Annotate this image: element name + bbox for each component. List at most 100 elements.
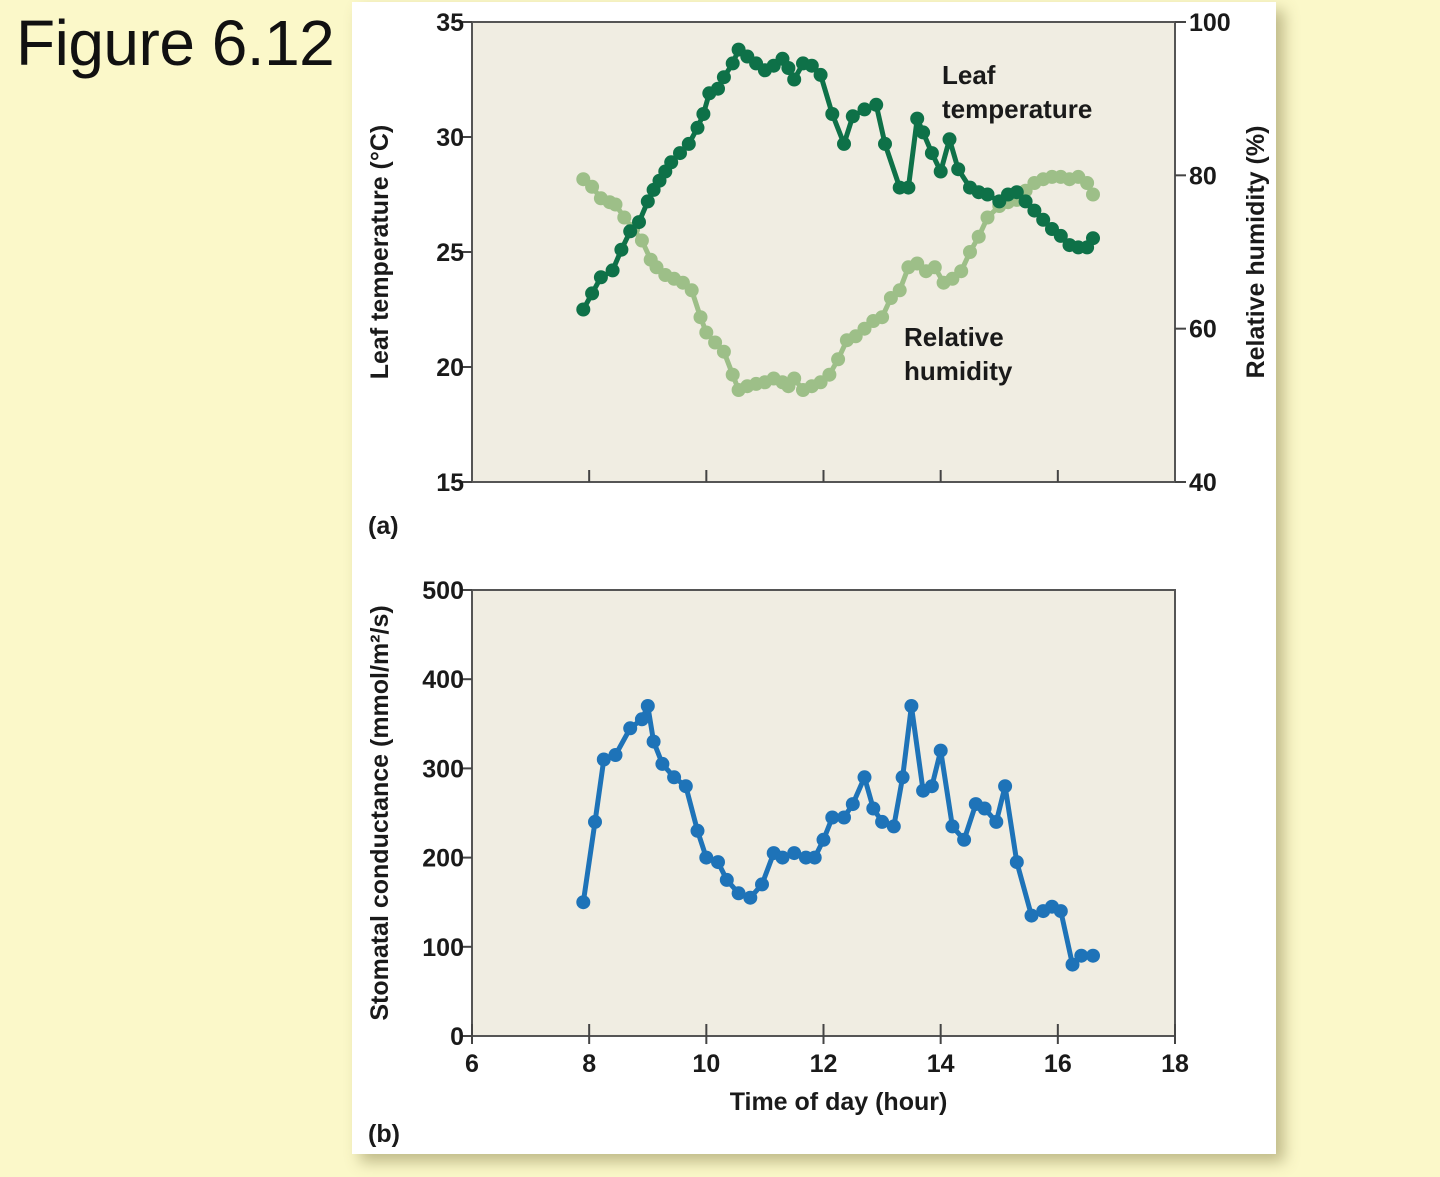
data-point-1-0-35 bbox=[933, 743, 948, 758]
data-point-0-1-42 bbox=[927, 260, 942, 275]
data-point-0-1-59 bbox=[1080, 176, 1095, 190]
data-point-0-1-14 bbox=[693, 310, 708, 325]
data-point-1-0-47 bbox=[1065, 957, 1080, 972]
y2-tick-label-0-0: 40 bbox=[1189, 469, 1217, 497]
y2-tick-label-0-3: 100 bbox=[1189, 9, 1231, 37]
slide-title: Figure 6.12 bbox=[16, 7, 335, 79]
series-label-0-1: temperature bbox=[942, 94, 1092, 124]
data-point-0-0-59 bbox=[1086, 231, 1100, 246]
data-point-1-0-41 bbox=[998, 779, 1013, 794]
data-point-1-0-6 bbox=[640, 699, 655, 713]
y-tick-label-1-2: 200 bbox=[422, 845, 464, 873]
plot-area-0 bbox=[471, 21, 1176, 483]
data-point-0-0-17 bbox=[711, 81, 725, 96]
data-point-1-0-43 bbox=[1024, 908, 1039, 923]
data-point-0-0-41 bbox=[924, 146, 939, 161]
data-point-0-0-42 bbox=[933, 164, 948, 179]
data-point-0-1-15 bbox=[699, 325, 714, 340]
data-point-1-0-3 bbox=[608, 748, 623, 762]
data-point-1-0-46 bbox=[1053, 904, 1068, 919]
data-point-1-0-0 bbox=[576, 895, 591, 910]
series-label-1-1: humidity bbox=[904, 356, 1013, 386]
data-point-0-0-47 bbox=[980, 187, 995, 202]
data-point-1-0-27 bbox=[857, 770, 872, 785]
data-point-1-0-24 bbox=[825, 810, 840, 825]
data-point-0-1-45 bbox=[954, 264, 969, 279]
data-point-0-1-17 bbox=[716, 344, 731, 359]
data-point-1-0-10 bbox=[678, 779, 693, 794]
data-point-0-0-13 bbox=[681, 136, 696, 151]
data-point-0-1-7 bbox=[634, 233, 649, 248]
series-0-0 bbox=[576, 42, 1100, 317]
y-tick-label-1-3: 300 bbox=[422, 755, 464, 783]
data-point-0-0-6 bbox=[632, 215, 646, 230]
data-point-0-0-39 bbox=[910, 111, 925, 126]
data-point-0-0-7 bbox=[640, 194, 655, 209]
data-point-0-1-13 bbox=[684, 283, 699, 298]
data-point-0-1-1 bbox=[585, 179, 600, 194]
figure-panel: 15 20 25 30 35 40 60 80 100 Leaf temperature (°C)… bbox=[352, 2, 1276, 1154]
y2-tick-label-0-2: 80 bbox=[1189, 162, 1217, 190]
data-point-1-0-32 bbox=[904, 699, 919, 713]
data-point-0-0-33 bbox=[845, 109, 860, 124]
x-axis-title-1: Time of day (hour) bbox=[730, 1088, 948, 1116]
data-point-0-0-3 bbox=[605, 263, 620, 278]
y-tick-label-0-3: 30 bbox=[436, 124, 464, 152]
data-point-1-0-37 bbox=[957, 832, 972, 847]
data-point-1-0-48 bbox=[1074, 948, 1089, 963]
data-point-0-1-36 bbox=[875, 310, 890, 325]
x-tick-label-1-3: 12 bbox=[810, 1050, 838, 1078]
y-tick-label-1-1: 100 bbox=[422, 934, 464, 962]
data-point-0-0-12 bbox=[673, 146, 687, 161]
y-axis-title-0: Leaf temperature (°C) bbox=[366, 125, 394, 380]
series-label-0-0: Leaf bbox=[942, 60, 996, 90]
x-tick-label-1-4: 14 bbox=[927, 1050, 955, 1078]
data-point-1-0-28 bbox=[866, 801, 881, 816]
data-point-0-1-60 bbox=[1086, 187, 1100, 202]
plot-area-1 bbox=[471, 589, 1176, 1037]
data-point-1-0-11 bbox=[690, 823, 705, 838]
data-point-1-0-42 bbox=[1009, 855, 1024, 870]
data-point-1-0-9 bbox=[667, 770, 682, 785]
data-point-0-0-19 bbox=[725, 56, 740, 71]
data-point-0-0-26 bbox=[781, 61, 796, 75]
data-point-1-0-1 bbox=[588, 814, 602, 829]
data-point-1-0-22 bbox=[807, 850, 822, 865]
data-point-0-0-44 bbox=[951, 162, 966, 177]
data-point-1-0-29 bbox=[875, 814, 890, 829]
data-point-1-0-23 bbox=[816, 832, 831, 847]
data-point-0-0-35 bbox=[869, 97, 884, 112]
data-point-0-0-15 bbox=[696, 107, 711, 121]
data-point-1-0-30 bbox=[886, 819, 901, 834]
data-point-0-0-14 bbox=[690, 120, 705, 135]
data-point-0-0-36 bbox=[878, 136, 892, 151]
data-point-1-0-12 bbox=[699, 850, 714, 865]
data-point-1-0-4 bbox=[623, 721, 638, 736]
data-point-0-0-0 bbox=[576, 302, 591, 317]
data-point-1-0-2 bbox=[596, 752, 611, 767]
data-point-1-0-17 bbox=[755, 877, 769, 892]
x-tick-label-1-0: 6 bbox=[465, 1050, 479, 1078]
data-point-1-0-16 bbox=[743, 890, 758, 905]
panel-label-1: (b) bbox=[368, 1120, 400, 1148]
y2-tick-label-0-1: 60 bbox=[1189, 316, 1217, 344]
data-point-0-0-4 bbox=[614, 242, 629, 257]
data-point-1-0-36 bbox=[945, 819, 960, 834]
data-point-0-1-4 bbox=[608, 197, 623, 212]
data-point-1-0-34 bbox=[924, 779, 939, 794]
data-point-1-0-40 bbox=[989, 814, 1004, 829]
data-point-0-1-48 bbox=[980, 210, 995, 225]
data-point-1-0-5 bbox=[634, 712, 649, 727]
y-tick-label-1-5: 500 bbox=[422, 577, 464, 605]
data-point-1-0-49 bbox=[1086, 948, 1100, 963]
data-point-1-0-8 bbox=[655, 756, 670, 771]
x-tick-label-1-1: 8 bbox=[582, 1050, 596, 1078]
x-tick-label-1-2: 10 bbox=[692, 1050, 720, 1078]
y-axis-title-1: Stomatal conductance (mmol/m²/s) bbox=[366, 605, 394, 1020]
data-point-1-0-15 bbox=[731, 886, 746, 901]
y-tick-label-0-2: 25 bbox=[436, 239, 464, 267]
data-point-1-0-39 bbox=[977, 801, 992, 816]
panel-label-0: (a) bbox=[368, 512, 399, 540]
data-point-0-0-2 bbox=[593, 270, 608, 285]
